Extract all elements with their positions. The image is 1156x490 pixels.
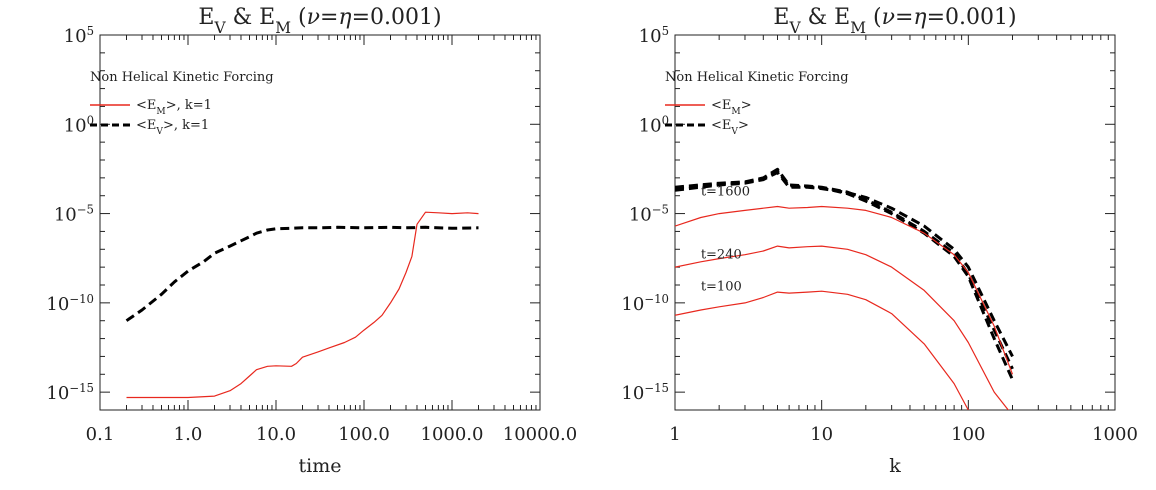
series-line-e-v-3 — [675, 169, 1014, 381]
x-tick-label: 10.0 — [256, 424, 296, 445]
x-axis-label: time — [299, 455, 342, 477]
series-line--e-m-k-1-1 — [126, 211, 479, 399]
series-line-e-m-5 — [675, 245, 1010, 410]
curve-label: t=1600 — [701, 185, 750, 200]
x-tick-label: 0.1 — [86, 424, 115, 445]
y-tick-label: 105 — [64, 24, 94, 47]
chart-panel-2: 1 10 100 1000 10−15 10−10 10−5 100 105 EV & EM (ν… — [621, 5, 1137, 477]
chart-title: EV & EM (ν=η=0.001) — [198, 5, 441, 37]
annotation: Non Helical Kinetic Forcing — [665, 70, 849, 85]
y-tick-label: 10−5 — [629, 203, 669, 226]
legend-label: <EV> — [711, 118, 749, 137]
chart-title: EV & EM (ν=η=0.001) — [773, 5, 1016, 37]
curve-label: t=100 — [701, 279, 742, 294]
x-tick-label: 1 — [669, 424, 680, 445]
x-tick-label: 1000.0 — [421, 424, 484, 445]
y-tick-label: 10−15 — [46, 381, 94, 404]
x-tick-label: 1000 — [1092, 424, 1138, 445]
series-line-e-m-6 — [675, 290, 970, 410]
annotation: Non Helical Kinetic Forcing — [90, 70, 274, 85]
legend-label: <EV>, k=1 — [136, 118, 209, 137]
x-tick-label: 1.0 — [174, 424, 203, 445]
series-group — [125, 211, 479, 399]
x-tick-label: 10000.0 — [503, 424, 577, 445]
y-tick-label: 10−10 — [621, 292, 669, 315]
x-tick-label: 10 — [810, 424, 833, 445]
legend-label: <EM> — [711, 98, 752, 117]
legend-label: <EM>, k=1 — [136, 98, 212, 117]
x-axis-label: k — [889, 455, 901, 477]
series-line-e-m-4 — [675, 205, 1014, 375]
y-tick-label: 100 — [64, 113, 94, 136]
x-tick-label: 100 — [951, 424, 985, 445]
y-tick-label: 105 — [639, 24, 669, 47]
y-tick-label: 10−15 — [621, 381, 669, 404]
y-tick-label: 100 — [639, 113, 669, 136]
plot-frame — [99, 34, 541, 411]
chart-panel-1: 0.1 1.0 10.0 100.0 1000.0 10000.0 10−15 10−10 10… — [46, 5, 577, 477]
curve-label: t=240 — [701, 248, 742, 263]
series-group — [675, 167, 1014, 410]
series-line--e-v-k-1-2 — [125, 225, 479, 322]
y-tick-label: 10−5 — [54, 203, 94, 226]
y-tick-label: 10−10 — [46, 292, 94, 315]
x-tick-label: 100.0 — [338, 424, 390, 445]
plot-frame — [674, 34, 1116, 411]
